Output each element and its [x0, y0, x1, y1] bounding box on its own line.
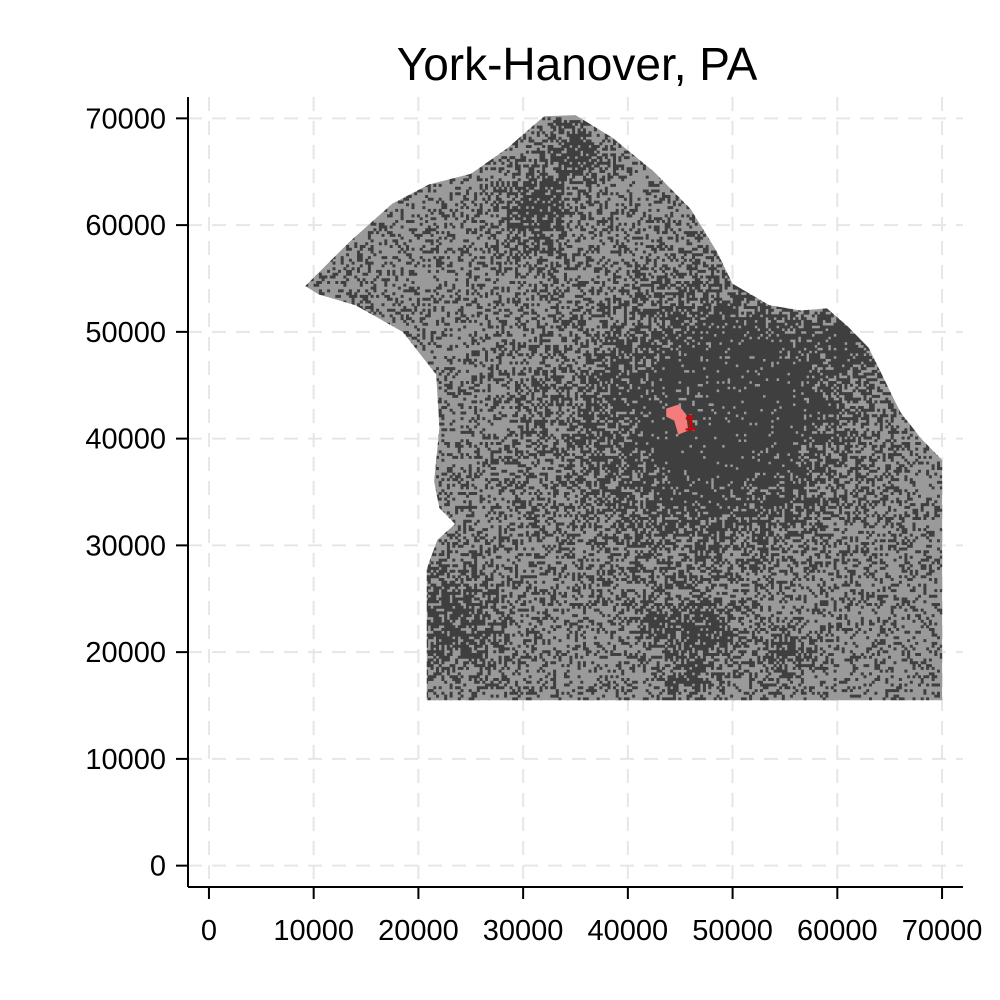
y-tick-label: 20000 [85, 637, 166, 669]
x-tick-label: 10000 [273, 915, 354, 947]
marker-shape [666, 404, 689, 435]
axes: 0 10000 20000 30000 40000 50000 60000 70000 0 100… [85, 97, 982, 947]
y-tick-label: 0 [150, 851, 166, 883]
x-tick-label: 30000 [483, 915, 564, 947]
x-tick-label: 60000 [797, 915, 878, 947]
y-tick-label: 60000 [85, 210, 166, 242]
marker-layer: 1 [666, 404, 696, 436]
density-pixels [305, 117, 943, 701]
y-tick-label: 40000 [85, 424, 166, 456]
x-tick-label: 50000 [692, 915, 773, 947]
x-tick-label: 40000 [588, 915, 669, 947]
y-tick-label: 70000 [85, 103, 166, 135]
x-tick-label: 0 [201, 915, 217, 947]
y-tick-label: 30000 [85, 530, 166, 562]
density-texture [305, 117, 943, 701]
chart-title: York-Hanover, PA [397, 38, 758, 90]
x-tick-label: 70000 [902, 915, 983, 947]
y-tick-label: 10000 [85, 744, 166, 776]
marker-label: 1 [684, 411, 696, 436]
region-layer [305, 115, 943, 701]
y-tick-label: 50000 [85, 317, 166, 349]
x-tick-label: 20000 [378, 915, 459, 947]
